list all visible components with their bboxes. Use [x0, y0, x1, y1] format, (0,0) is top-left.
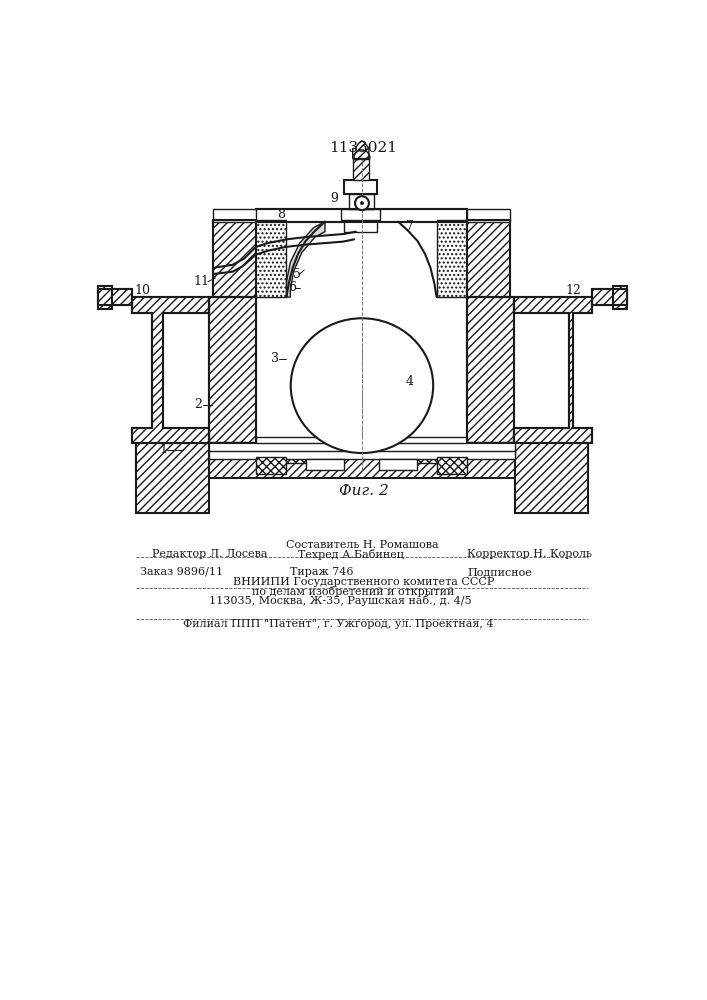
Text: ВНИИПИ Государственного комитета СССР: ВНИИПИ Государственного комитета СССР [233, 577, 494, 587]
Polygon shape [214, 220, 256, 297]
Text: 3: 3 [271, 352, 279, 365]
Polygon shape [132, 297, 209, 443]
Polygon shape [467, 220, 510, 297]
Bar [321, 430, 404, 440]
Polygon shape [467, 297, 514, 443]
Text: Тираж 746: Тираж 746 [291, 567, 354, 577]
Text: 7: 7 [406, 220, 414, 233]
Text: Техред А.Бабинец: Техред А.Бабинец [298, 549, 404, 560]
Polygon shape [437, 220, 467, 297]
Bar [256, 209, 467, 222]
Polygon shape [256, 220, 286, 297]
Bar [214, 209, 256, 222]
Text: 11: 11 [194, 275, 210, 288]
Text: 1133021: 1133021 [329, 141, 397, 155]
Bar [286, 447, 344, 463]
Bar [379, 459, 417, 470]
Text: 5: 5 [293, 267, 300, 280]
Polygon shape [209, 297, 256, 443]
Bar [256, 437, 467, 443]
Bar [353, 158, 369, 180]
Text: 10: 10 [134, 284, 151, 297]
Text: 9: 9 [330, 192, 338, 205]
Polygon shape [98, 289, 132, 305]
Bar [380, 447, 438, 463]
Circle shape [355, 196, 369, 210]
Text: Фиг. 2: Фиг. 2 [339, 484, 388, 498]
Bar [437, 457, 467, 474]
Bar [256, 457, 286, 474]
Text: Редактор Л. Лосева: Редактор Л. Лосева [152, 549, 267, 559]
Bar [98, 286, 112, 309]
Bar [313, 440, 411, 447]
Polygon shape [353, 141, 369, 158]
Bar [467, 209, 510, 222]
Bar [613, 286, 627, 309]
Bar [136, 443, 588, 478]
Ellipse shape [291, 318, 433, 453]
Text: Заказ 9896/11: Заказ 9896/11 [140, 567, 223, 577]
Text: 2: 2 [194, 398, 202, 411]
Text: Подписное: Подписное [467, 567, 532, 577]
Polygon shape [514, 297, 592, 443]
Text: 8: 8 [277, 208, 285, 221]
Text: 12: 12 [566, 284, 582, 297]
Bar [341, 209, 380, 220]
Bar [209, 451, 515, 459]
Text: по делам изобретений и открытий: по делам изобретений и открытий [252, 586, 454, 597]
Bar [209, 442, 515, 453]
Text: Филиал ППП "Патент", г. Ужгород, ул. Проектная, 4: Филиал ППП "Патент", г. Ужгород, ул. Про… [182, 619, 493, 629]
Bar [344, 180, 378, 194]
Bar [305, 459, 344, 470]
Text: 113035, Москва, Ж-35, Раушская наб., д. 4/5: 113035, Москва, Ж-35, Раушская наб., д. … [209, 595, 472, 606]
Polygon shape [592, 289, 627, 305]
Bar [349, 194, 374, 209]
Text: 4: 4 [406, 375, 414, 388]
Text: Корректор Н. Король: Корректор Н. Король [467, 549, 592, 559]
Circle shape [361, 202, 363, 205]
Bar [344, 220, 378, 232]
Text: 1: 1 [159, 443, 168, 456]
Text: 6: 6 [288, 281, 296, 294]
Bar [136, 443, 209, 513]
Text: Составитель Н. Ромашова: Составитель Н. Ромашова [286, 540, 438, 550]
Polygon shape [286, 222, 325, 297]
Bar [515, 443, 588, 513]
